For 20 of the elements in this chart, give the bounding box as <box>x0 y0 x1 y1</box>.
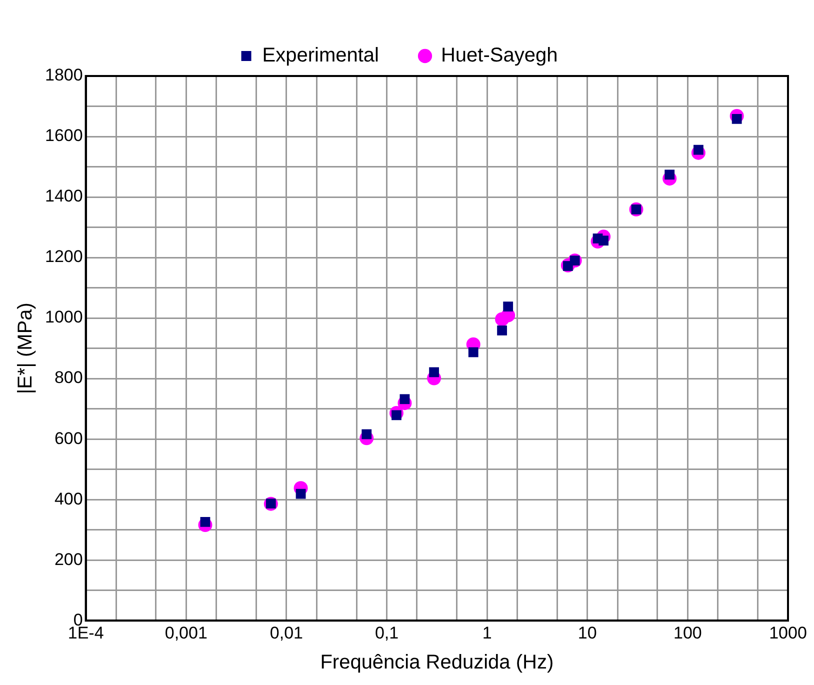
x-tick-label: 0,01 <box>270 623 303 642</box>
x-tick-label: 1 <box>482 623 492 642</box>
y-tick-label: 200 <box>54 550 83 569</box>
x-tick-label: 0,001 <box>164 623 208 642</box>
y-axis-title: |E*| (MPa) <box>14 302 37 394</box>
y-tick-label: 600 <box>54 428 83 448</box>
y-tick-label: 1000 <box>44 308 83 327</box>
y-tick-label: 1800 <box>44 66 83 85</box>
legend-label: Experimental <box>262 44 379 67</box>
y-tick-label: 1200 <box>44 247 83 266</box>
x-tick-label: 100 <box>674 623 702 642</box>
x-tick-label: 0,1 <box>374 623 399 642</box>
x-tick-label: 1000 <box>769 623 807 642</box>
x-tick-label: 10 <box>578 623 597 642</box>
y-tick-label: 800 <box>54 368 83 388</box>
y-tick-label: 1400 <box>44 186 83 206</box>
x-axis-title: Frequência Reduzida (Hz) <box>320 652 554 674</box>
y-tick-label: 400 <box>54 489 83 508</box>
y-tick-label: 1600 <box>44 126 83 146</box>
legend-label: Huet-Sayegh <box>440 44 558 67</box>
